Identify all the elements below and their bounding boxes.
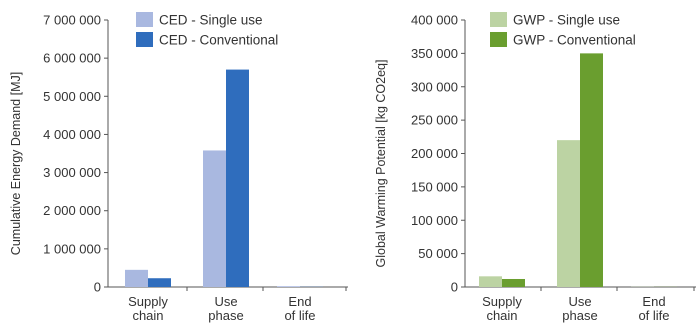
x-tick-label: Supply (482, 294, 522, 309)
chart-2: 0 50 000 100 000 150 000 200 000 250 000 300 0… (374, 12, 696, 323)
y-tick-label: 5 000 000 (43, 89, 101, 104)
y-tick-label: 4 000 000 (43, 127, 101, 142)
bar-gwp-single-use-2 (557, 140, 580, 287)
y-tick-label: 2 000 000 (43, 203, 101, 218)
legend-label: CED - Conventional (159, 33, 278, 48)
bar-ced-conventional-1 (148, 278, 171, 287)
bar-ced-single-use-1 (125, 269, 148, 287)
x-tick-label: phase (208, 308, 243, 323)
y-tick-label: 7 000 000 (43, 13, 101, 28)
y-axis-label: Cumulative Energy Demand [MJ] (9, 72, 23, 255)
x-tick-label: Use (568, 294, 591, 309)
x-tick-label: of life (284, 308, 315, 323)
x-tick-label: Supply (128, 294, 168, 309)
bar-gwp-conventional-2 (580, 53, 603, 287)
y-tick-label: 50 000 (418, 246, 458, 261)
y-tick-label: 250 000 (411, 113, 458, 128)
legend-swatch (490, 32, 507, 47)
x-tick-label: of life (638, 308, 669, 323)
bar-gwp-conventional-1 (502, 278, 525, 287)
y-tick-label: 1 000 000 (43, 241, 101, 256)
y-axis-label: Global Warming Potential [kg CO2eq] (374, 60, 388, 268)
y-tick-label: 0 (451, 280, 458, 295)
y-tick-label: 150 000 (411, 179, 458, 194)
bar-gwp-single-use-1 (479, 276, 502, 287)
y-tick-label: 350 000 (411, 46, 458, 61)
legend-swatch (136, 12, 153, 27)
x-tick-label: phase (562, 308, 597, 323)
legend-label: GWP - Single use (513, 13, 620, 28)
x-tick-label: chain (132, 308, 163, 323)
y-tick-label: 300 000 (411, 79, 458, 94)
x-tick-label: Use (214, 294, 237, 309)
legend-swatch (136, 32, 153, 47)
legend-label: GWP - Conventional (513, 33, 636, 48)
x-tick-label: End (288, 294, 311, 309)
x-tick-label: End (642, 294, 665, 309)
y-tick-label: 200 000 (411, 146, 458, 161)
y-tick-label: 6 000 000 (43, 51, 101, 66)
chart-1: 0 1 000 000 2 000 000 3 000 000 4 000 000 5 0… (9, 12, 348, 323)
x-tick-label: chain (486, 308, 517, 323)
y-tick-label: 100 000 (411, 213, 458, 228)
legend-label: CED - Single use (159, 13, 263, 28)
bar-ced-single-use-3 (277, 286, 300, 287)
y-tick-label: 400 000 (411, 13, 458, 28)
legend-swatch (490, 12, 507, 27)
bar-ced-conventional-2 (226, 69, 249, 287)
y-tick-label: 0 (94, 280, 101, 295)
bar-ced-single-use-2 (203, 150, 226, 287)
y-tick-label: 3 000 000 (43, 165, 101, 180)
